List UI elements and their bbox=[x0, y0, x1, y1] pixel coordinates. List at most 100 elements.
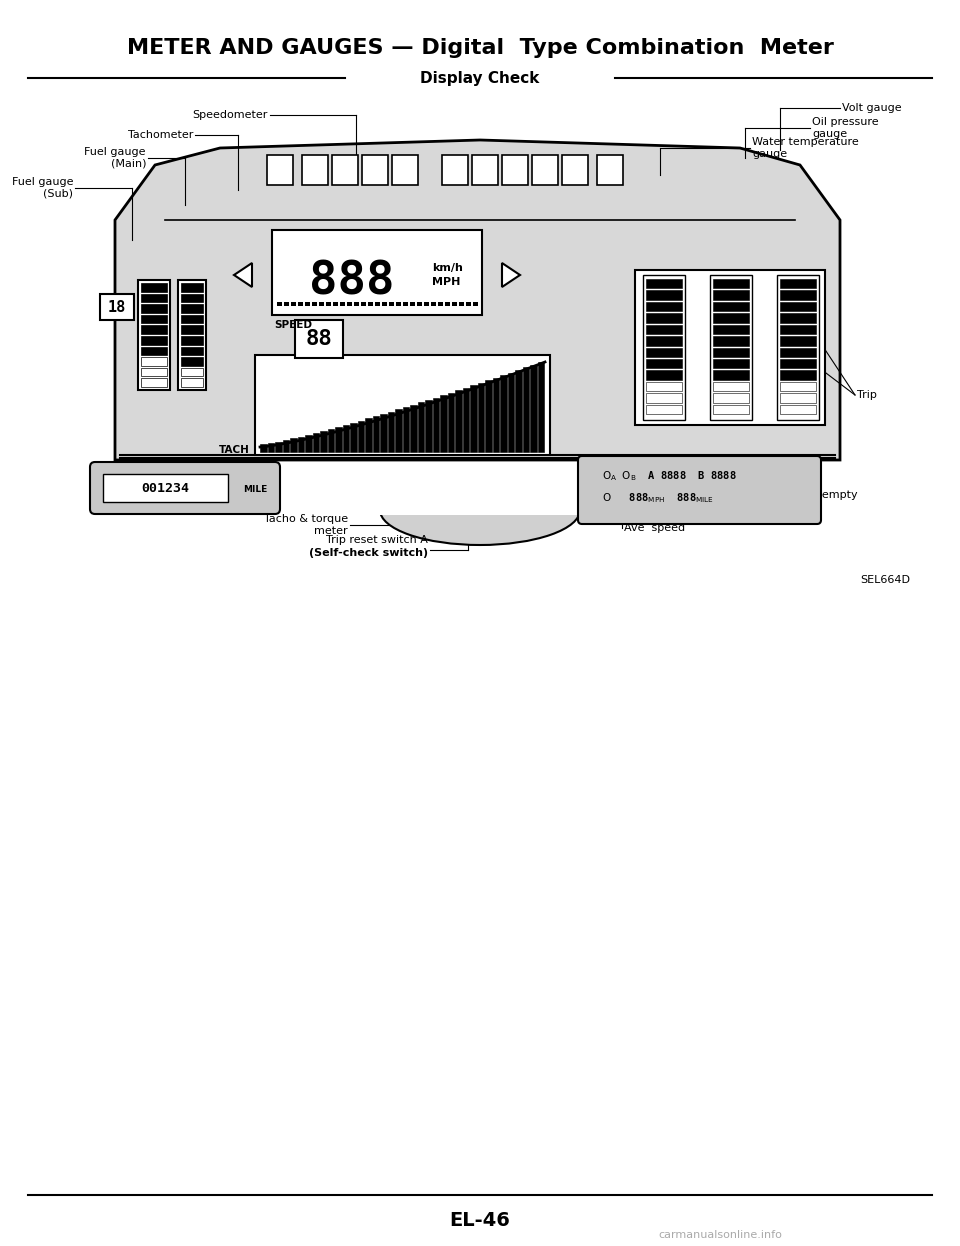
Bar bbox=[141, 346, 167, 355]
Bar bbox=[459, 302, 464, 307]
Bar bbox=[646, 313, 682, 323]
Bar bbox=[780, 325, 816, 334]
Text: Display Check: Display Check bbox=[420, 71, 540, 86]
Bar bbox=[597, 155, 623, 184]
Bar bbox=[320, 431, 326, 452]
Bar bbox=[295, 320, 343, 358]
Bar bbox=[500, 375, 507, 452]
Bar bbox=[780, 359, 816, 369]
Bar bbox=[340, 302, 345, 307]
Bar bbox=[291, 302, 296, 307]
Bar bbox=[440, 395, 446, 452]
Bar bbox=[402, 407, 409, 452]
Bar bbox=[508, 373, 514, 452]
Bar bbox=[181, 283, 203, 292]
Bar bbox=[646, 279, 682, 288]
Bar bbox=[780, 394, 816, 402]
Bar bbox=[410, 405, 417, 452]
Bar bbox=[433, 397, 439, 452]
Bar bbox=[477, 383, 484, 452]
Bar bbox=[713, 279, 749, 288]
Bar bbox=[181, 325, 203, 334]
Bar bbox=[361, 302, 366, 307]
Bar bbox=[313, 432, 319, 452]
Bar bbox=[103, 473, 228, 502]
Bar bbox=[538, 363, 544, 452]
Bar bbox=[442, 155, 468, 184]
Bar bbox=[138, 280, 170, 390]
Bar bbox=[780, 348, 816, 356]
Text: $\mathsf{O_A}$ $\mathsf{O_B}$  A 8888  B 8888: $\mathsf{O_A}$ $\mathsf{O_B}$ A 8888 B 8… bbox=[602, 468, 736, 483]
Bar bbox=[181, 315, 203, 324]
Bar bbox=[141, 325, 167, 334]
Bar bbox=[181, 346, 203, 355]
Bar bbox=[410, 302, 415, 307]
Bar bbox=[141, 294, 167, 303]
Bar bbox=[713, 336, 749, 345]
Bar bbox=[710, 275, 752, 420]
Text: Ave  speed: Ave speed bbox=[624, 523, 685, 533]
Bar bbox=[646, 359, 682, 369]
Polygon shape bbox=[234, 263, 252, 287]
Bar bbox=[319, 302, 324, 307]
Bar bbox=[368, 302, 373, 307]
Bar bbox=[455, 390, 462, 452]
Bar bbox=[447, 392, 454, 452]
Bar bbox=[713, 405, 749, 414]
Bar bbox=[646, 370, 682, 380]
Bar bbox=[357, 421, 364, 452]
Bar bbox=[298, 302, 303, 307]
Text: (Self-check switch): (Self-check switch) bbox=[309, 548, 428, 558]
Bar bbox=[181, 379, 203, 388]
Bar bbox=[267, 155, 293, 184]
Bar bbox=[466, 302, 471, 307]
Bar bbox=[646, 405, 682, 414]
Bar bbox=[395, 410, 401, 452]
Bar bbox=[362, 155, 388, 184]
Text: MPH: MPH bbox=[432, 277, 461, 287]
Bar bbox=[298, 436, 304, 452]
Bar bbox=[485, 380, 492, 452]
Bar bbox=[445, 302, 450, 307]
Text: Trip reset switch A: Trip reset switch A bbox=[326, 535, 428, 545]
Bar bbox=[388, 411, 394, 452]
Bar bbox=[403, 302, 408, 307]
Bar bbox=[635, 270, 825, 425]
Bar bbox=[713, 348, 749, 356]
Bar bbox=[354, 302, 359, 307]
FancyBboxPatch shape bbox=[578, 456, 821, 525]
Text: TACH: TACH bbox=[219, 445, 250, 455]
Bar bbox=[646, 325, 682, 334]
Bar bbox=[713, 370, 749, 380]
Bar bbox=[713, 313, 749, 323]
Text: Dist to empty: Dist to empty bbox=[782, 490, 857, 500]
Bar bbox=[372, 416, 379, 452]
Bar bbox=[141, 304, 167, 313]
Bar bbox=[305, 302, 310, 307]
Bar bbox=[470, 385, 476, 452]
Bar bbox=[255, 355, 550, 455]
Text: Volt gauge: Volt gauge bbox=[842, 103, 901, 113]
Text: METER AND GAUGES — Digital  Type Combination  Meter: METER AND GAUGES — Digital Type Combinat… bbox=[127, 37, 833, 59]
Bar bbox=[418, 402, 424, 452]
Text: Fuel gauge
(Sub): Fuel gauge (Sub) bbox=[12, 177, 73, 199]
Text: 888: 888 bbox=[309, 259, 395, 304]
Bar bbox=[141, 358, 167, 366]
Bar bbox=[532, 155, 558, 184]
Text: Trip: Trip bbox=[857, 390, 876, 400]
Bar bbox=[643, 275, 685, 420]
Bar bbox=[646, 302, 682, 312]
Text: Speedometer: Speedometer bbox=[193, 110, 268, 120]
Text: carmanualsonline.info: carmanualsonline.info bbox=[658, 1230, 782, 1240]
Bar bbox=[141, 336, 167, 345]
Bar bbox=[473, 302, 478, 307]
Text: MILE: MILE bbox=[243, 485, 267, 493]
Bar bbox=[382, 302, 387, 307]
Bar bbox=[646, 290, 682, 300]
Bar bbox=[290, 439, 297, 452]
Bar bbox=[302, 155, 328, 184]
Bar bbox=[780, 313, 816, 323]
Bar bbox=[780, 405, 816, 414]
Bar bbox=[463, 388, 469, 452]
Bar bbox=[646, 336, 682, 345]
